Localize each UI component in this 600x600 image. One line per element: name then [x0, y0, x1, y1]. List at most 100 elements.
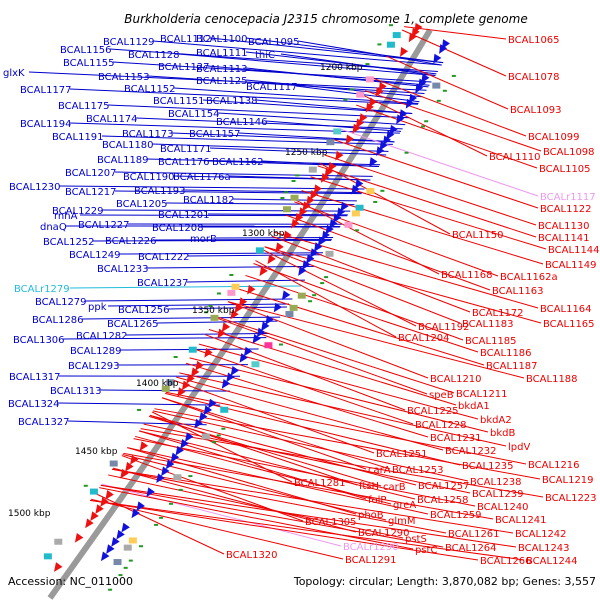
reverse-gene-arrow — [139, 441, 149, 451]
right-gene-label: BCAL1149 — [545, 260, 597, 271]
reverse-gene-arrow — [74, 532, 84, 543]
right-label-connector — [99, 487, 414, 550]
chromosome-backbone — [47, 28, 433, 600]
feature-block — [231, 283, 240, 290]
right-label-connector — [100, 484, 444, 548]
right-gene-label: lpdV — [508, 442, 530, 453]
right-gene-label: greA — [393, 500, 416, 511]
left-label-connector — [165, 202, 355, 206]
reverse-gene-arrow — [359, 113, 368, 123]
left-gene-label: glxK — [3, 68, 25, 79]
forward-gene-arrow — [198, 412, 208, 422]
left-gene-label: BCAL1127 — [158, 62, 210, 73]
gc-marker — [373, 200, 378, 203]
right-gene-label: BCAL1223 — [545, 493, 597, 504]
left-label-connector — [173, 87, 419, 104]
feature-block — [264, 342, 273, 349]
right-label-connector — [208, 329, 457, 406]
right-gene-label: BCAL1141 — [538, 233, 590, 244]
forward-gene-arrow — [184, 432, 194, 442]
feature-block — [123, 544, 132, 551]
feature-block — [255, 247, 264, 254]
reverse-gene-arrow — [217, 328, 226, 339]
left-label-connector — [57, 402, 221, 406]
right-label-connector — [185, 362, 429, 438]
feature-block — [344, 221, 353, 228]
feature-tracks — [43, 22, 456, 591]
reverse-gene-arrow — [120, 468, 129, 479]
gc-marker — [204, 311, 209, 314]
kbp-tick-labels: 1200 kbp 1250 kbp 1300 kbp 1350 kbp 1400 kbp… — [8, 63, 363, 519]
right-gene-label: pstC — [415, 545, 437, 556]
forward-gene-arrow — [433, 53, 442, 64]
forward-gene-arrow — [369, 157, 378, 167]
left-label-connector — [69, 285, 301, 289]
gc-marker — [188, 475, 193, 478]
forward-gene-arrow — [325, 224, 334, 235]
left-gene-label: BCAL1180 — [102, 140, 154, 151]
right-gene-label: BCAL1291 — [345, 555, 397, 566]
forward-gene-arrow — [100, 551, 110, 562]
feature-block — [251, 361, 260, 368]
reverse-gene-arrow — [190, 367, 200, 378]
right-label-connector — [364, 90, 542, 152]
reverse-gene-arrow — [247, 284, 256, 295]
forward-gene-arrow — [298, 266, 307, 276]
right-gene-label: BCAL1281 — [294, 478, 346, 489]
right-gene-label: BCAL1239 — [472, 489, 524, 500]
forward-gene-arrow — [136, 501, 145, 512]
left-gene-label: BCAL1313 — [50, 386, 102, 397]
forward-gene-arrow — [180, 439, 189, 449]
gc-marker — [424, 120, 429, 123]
gc-marker — [291, 179, 296, 182]
right-label-connector — [301, 190, 544, 265]
gc-marker — [354, 229, 359, 232]
right-label-connector — [161, 397, 391, 470]
right-gene-label: BCAL1099 — [528, 132, 580, 143]
kbp-tick-label: 1350 kbp — [192, 306, 235, 316]
feature-block — [355, 204, 364, 211]
gc-marker — [451, 74, 456, 77]
left-gene-label: BCAL1227 — [78, 220, 130, 231]
right-gene-label: BCAL1065 — [508, 35, 560, 46]
right-gene-label: BCAL1187 — [486, 361, 538, 372]
right-label-connector — [112, 468, 447, 534]
reverse-gene-arrow — [328, 161, 337, 172]
right-gene-label: BCAL1185 — [465, 336, 517, 347]
right-label-connector — [90, 499, 525, 561]
left-gene-label: thiC — [255, 50, 275, 61]
feature-block — [308, 166, 317, 173]
right-label-connector — [356, 104, 538, 169]
left-gene-label: BCAL1171 — [160, 144, 212, 155]
reverse-gene-arrow — [345, 134, 354, 145]
forward-gene-arrow — [389, 124, 398, 135]
forward-gene-arrow — [131, 508, 140, 519]
left-gene-label: BCAL1117 — [246, 82, 298, 93]
left-label-connector — [202, 99, 413, 115]
left-gene-label: BCAL1207 — [65, 168, 117, 179]
feature-block — [166, 379, 175, 386]
gc-marker — [229, 273, 234, 276]
gc-marker — [221, 427, 226, 430]
left-label-connector — [171, 132, 395, 143]
left-label-connector — [109, 48, 438, 72]
forward-gene-arrow — [396, 114, 405, 125]
right-gene-label: BCAL1232 — [445, 446, 497, 457]
right-gene-label: BCAL1241 — [495, 515, 547, 526]
left-gene-label: BCAL1306 — [13, 335, 65, 346]
left-gene-label: BCAL1176 — [158, 157, 210, 168]
forward-gene-arrow — [261, 321, 270, 332]
gc-marker — [168, 502, 173, 505]
right-label-connector — [154, 408, 541, 480]
right-label-connector — [94, 492, 225, 555]
left-label-connector — [187, 254, 322, 257]
gc-marker — [212, 441, 217, 444]
left-gene-label: BCAL1279 — [35, 297, 87, 308]
feature-block — [283, 206, 292, 213]
right-gene-label: BCAL1164 — [540, 304, 592, 315]
right-gene-label: BCAL1093 — [510, 105, 562, 116]
left-gene-label: BCAL1252 — [43, 237, 95, 248]
kbp-tick-label: 1500 kbp — [8, 509, 51, 519]
right-label-connector — [264, 246, 461, 324]
feature-block — [201, 433, 210, 440]
